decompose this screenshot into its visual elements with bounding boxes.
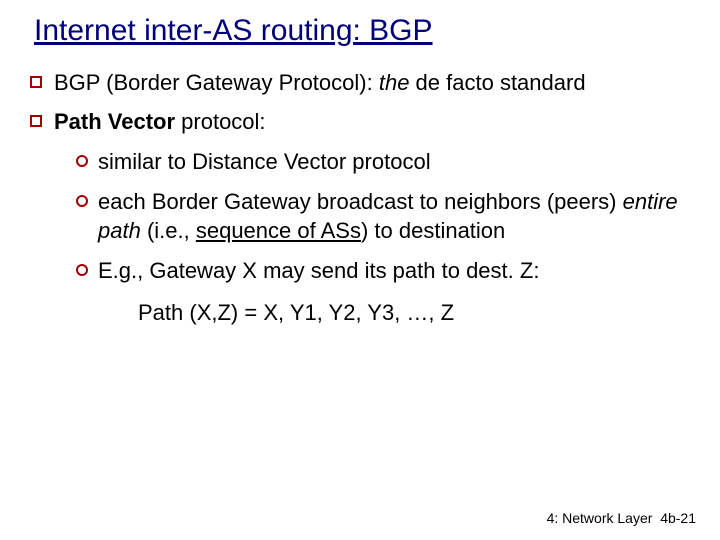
bullet-path-vector-text: Path Vector protocol: [54, 107, 692, 137]
subbullet-example: E.g., Gateway X may send its path to des… [76, 256, 692, 286]
text-fragment: de facto standard [409, 70, 585, 95]
slide: Internet inter-AS routing: BGP BGP (Bord… [0, 0, 720, 540]
bullet-bgp-text: BGP (Border Gateway Protocol): the de fa… [54, 68, 692, 98]
footer-page: 4b-21 [660, 510, 696, 526]
square-bullet-icon [30, 115, 42, 127]
text-fragment: each Border Gateway broadcast to neighbo… [98, 189, 623, 214]
slide-footer: 4: Network Layer 4b-21 [547, 510, 696, 526]
text-fragment-italic: the [379, 70, 410, 95]
text-fragment-underline: sequence of ASs [196, 218, 361, 243]
circle-bullet-icon [76, 264, 88, 276]
bullet-bgp: BGP (Border Gateway Protocol): the de fa… [30, 68, 692, 98]
text-fragment: ) to destination [361, 218, 505, 243]
circle-bullet-icon [76, 155, 88, 167]
text-fragment-bold: Path Vector [54, 109, 175, 134]
square-bullet-icon [30, 76, 42, 88]
path-equation: Path (X,Z) = X, Y1, Y2, Y3, …, Z [138, 300, 692, 326]
slide-title: Internet inter-AS routing: BGP [34, 12, 692, 50]
subbullet-similar: similar to Distance Vector protocol [76, 147, 692, 177]
bullet-path-vector: Path Vector protocol: [30, 107, 692, 137]
text-fragment: BGP (Border Gateway Protocol): [54, 70, 379, 95]
subbullet-similar-text: similar to Distance Vector protocol [98, 147, 692, 177]
subbullet-broadcast-text: each Border Gateway broadcast to neighbo… [98, 187, 692, 246]
circle-bullet-icon [76, 195, 88, 207]
subbullet-example-text: E.g., Gateway X may send its path to des… [98, 256, 692, 286]
text-fragment: (i.e., [141, 218, 196, 243]
text-fragment: protocol: [175, 109, 266, 134]
subbullet-broadcast: each Border Gateway broadcast to neighbo… [76, 187, 692, 246]
footer-section: 4: Network Layer [547, 510, 653, 526]
